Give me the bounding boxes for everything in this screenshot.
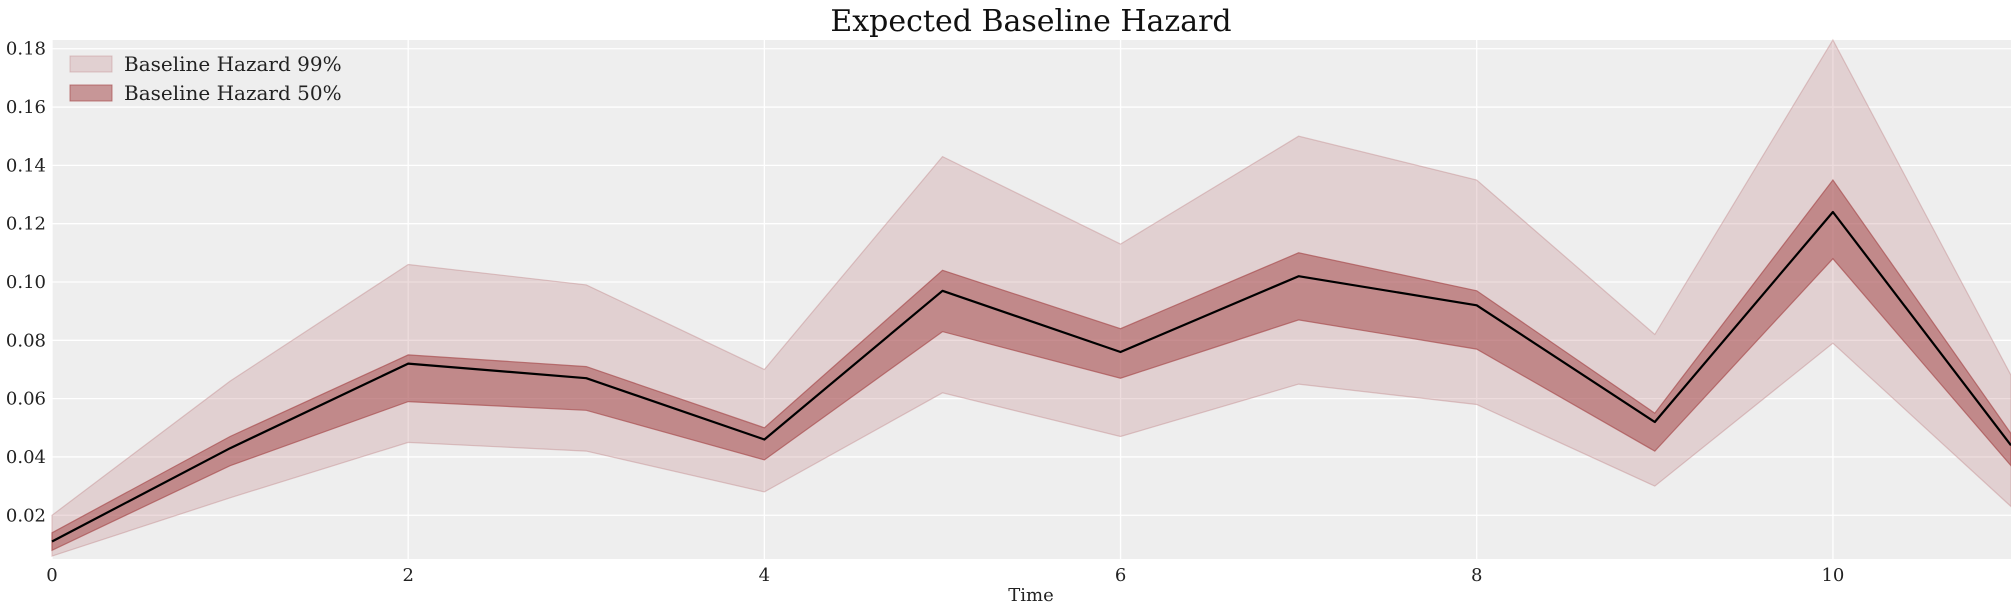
y-tick-label: 0.06: [6, 389, 46, 410]
series-line-0: [51, 210, 2011, 543]
x-tick-label: 2: [402, 565, 413, 586]
y-tick-label: 0.16: [6, 97, 46, 118]
x-axis-label: Time: [1008, 585, 1053, 606]
chart-title: Expected Baseline Hazard: [830, 4, 1231, 39]
y-tick-label: 0.14: [6, 155, 46, 176]
x-tick-label: 8: [1471, 565, 1482, 586]
band-0: [51, 38, 2011, 557]
legend: Baseline Hazard 99% Baseline Hazard 50%: [69, 52, 342, 105]
y-tick-label: 0.12: [6, 214, 46, 235]
legend-swatch-1: [69, 84, 113, 102]
y-tick-label: 0.04: [6, 447, 46, 468]
y-axis-ticks: 0.02 0.04 0.06 0.08 0.10 0.12 0.14 0.16 0.18: [6, 39, 46, 527]
x-tick-label: 4: [759, 565, 770, 586]
series-lines: [51, 210, 2011, 543]
band-1: [51, 178, 2011, 552]
legend-label-1: Baseline Hazard 50%: [124, 81, 342, 105]
x-axis-ticks: 0 2 4 6 8 10: [46, 565, 1844, 586]
legend-swatch-0: [69, 55, 113, 73]
x-tick-label: 10: [1821, 565, 1844, 586]
legend-label-0: Baseline Hazard 99%: [124, 52, 342, 76]
x-tick-label: 0: [46, 565, 57, 586]
x-tick-label: 6: [1115, 565, 1126, 586]
confidence-bands: [51, 38, 2011, 557]
y-tick-label: 0.18: [6, 39, 46, 60]
y-tick-label: 0.02: [6, 505, 46, 526]
y-tick-label: 0.08: [6, 330, 46, 351]
y-tick-label: 0.10: [6, 272, 46, 293]
